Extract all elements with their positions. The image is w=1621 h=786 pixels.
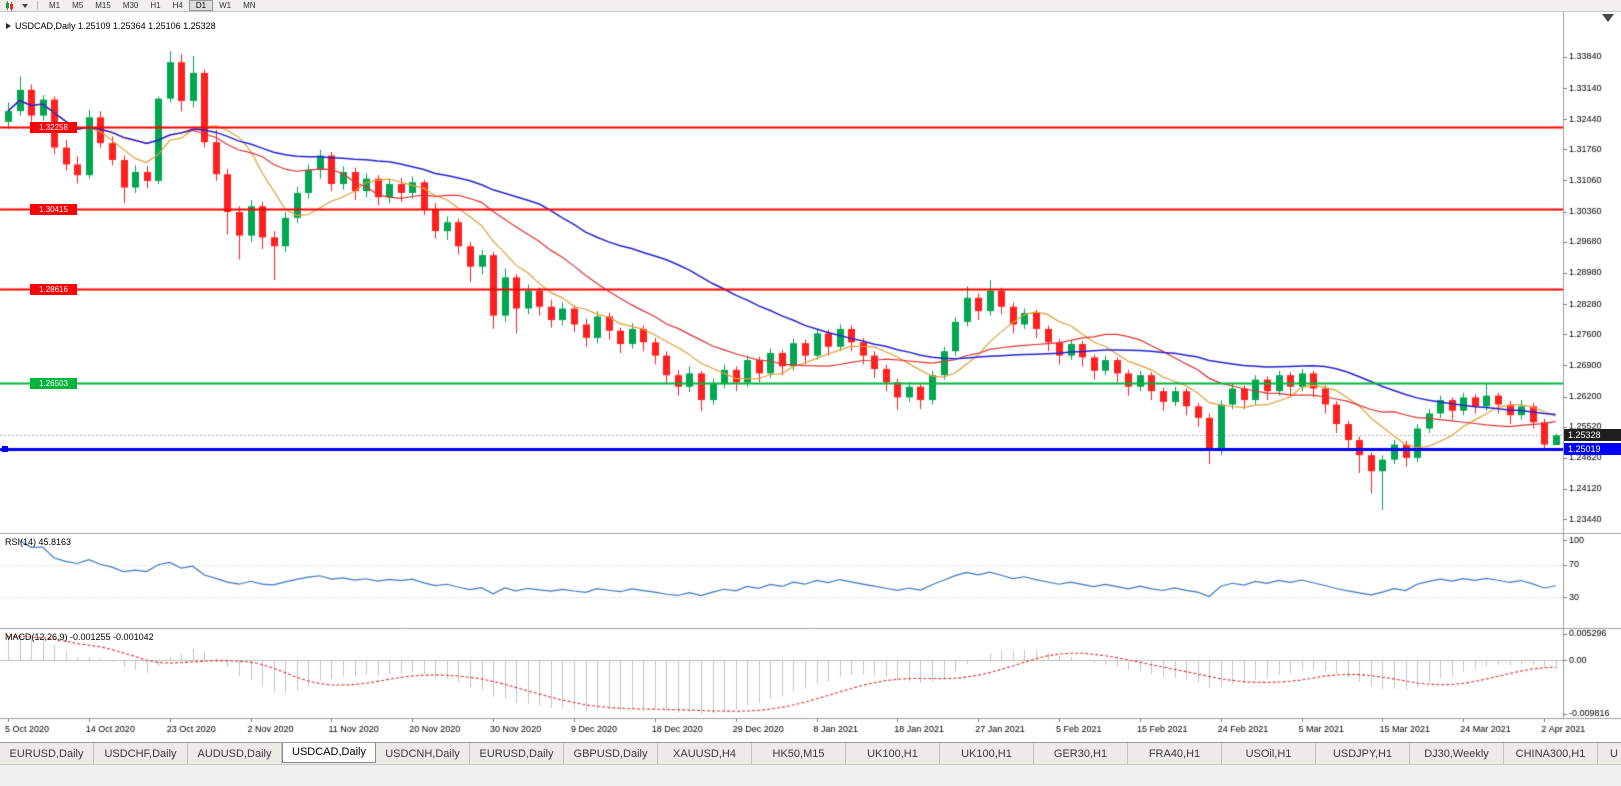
timeframe-button-m15[interactable]: M15 [95, 1, 111, 10]
timeframe-button-m1[interactable]: M1 [49, 1, 61, 10]
hline-price-tag: 1.32258 [30, 121, 77, 133]
last-price-tag: 1.25328 [1564, 429, 1621, 442]
chart-tab-uk100-h1[interactable]: UK100,H1 [940, 743, 1034, 764]
chart-tab-gbpusd-daily[interactable]: GBPUSD,Daily [564, 743, 658, 764]
timeframe-button-w1[interactable]: W1 [219, 1, 232, 10]
timeframe-button-mn[interactable]: MN [243, 1, 256, 10]
timeframe-toolbar: M1 M5 M15 M30 H1 H4 D1 W1 MN [0, 0, 1621, 12]
timeframe-button-d1[interactable]: D1 [188, 0, 214, 11]
one-click-trading-arrow[interactable] [6, 23, 11, 29]
chart-tab-usdchf-daily[interactable]: USDCHF,Daily [94, 743, 188, 764]
chart-tab-eurusd-daily[interactable]: EURUSD,Daily [470, 743, 564, 764]
timeframe-buttons: M1 M5 M15 M30 H1 H4 D1 W1 MN [43, 0, 262, 11]
status-bar [0, 764, 1621, 786]
hline-price-tag: 1.30415 [30, 203, 77, 215]
timeframe-button-h4[interactable]: H4 [172, 1, 183, 10]
hline-price-tag: 1.28616 [30, 283, 77, 295]
chart-tab-eurusd-daily[interactable]: EURUSD,Daily [0, 743, 94, 764]
hline-price-tag: 1.26503 [30, 377, 77, 389]
chart-tab-xauusd-h4[interactable]: XAUUSD,H4 [658, 743, 752, 764]
candlestick-chart-icon[interactable] [2, 0, 17, 11]
hline-scale-price-tag: 1.25019 [1564, 443, 1621, 456]
toolbar-separator [37, 1, 38, 10]
chart-tab-fra40-h1[interactable]: FRA40,H1 [1128, 743, 1222, 764]
chart-tab-china300-h1[interactable]: CHINA300,H1 [1504, 743, 1598, 764]
chart-tab-ger30-h1[interactable]: GER30,H1 [1034, 743, 1128, 764]
chart-tab-u[interactable]: U [1598, 743, 1621, 764]
timeframe-button-h1[interactable]: H1 [150, 1, 161, 10]
chart-tab-usdcnh-daily[interactable]: USDCNH,Daily [376, 743, 470, 764]
chart-tab-usdjpy-h1[interactable]: USDJPY,H1 [1316, 743, 1410, 764]
chart-area: USDCAD,Daily 1.25109 1.25364 1.25106 1.2… [0, 12, 1621, 742]
chart-tab-audusd-daily[interactable]: AUDUSD,Daily [188, 743, 282, 764]
price-chart-canvas[interactable] [0, 12, 1621, 742]
chart-tab-usoil-h1[interactable]: USOil,H1 [1222, 743, 1316, 764]
chart-tab-uk100-h1[interactable]: UK100,H1 [846, 743, 940, 764]
chart-tab-dj30-weekly[interactable]: DJ30,Weekly [1410, 743, 1504, 764]
chart-tab-hk50-m15[interactable]: HK50,M15 [752, 743, 846, 764]
dropdown-arrow-icon[interactable] [17, 1, 32, 11]
chart-tabs-bar: EURUSD,Daily USDCHF,Daily AUDUSD,Daily USDC… [0, 742, 1621, 764]
timeframe-button-m5[interactable]: M5 [72, 1, 84, 10]
chart-shift-marker[interactable] [1602, 14, 1614, 22]
hline-drag-handle[interactable] [2, 446, 8, 453]
timeframe-button-m30[interactable]: M30 [122, 1, 139, 10]
chart-tab-usdcad-daily[interactable]: USDCAD,Daily [282, 743, 376, 763]
